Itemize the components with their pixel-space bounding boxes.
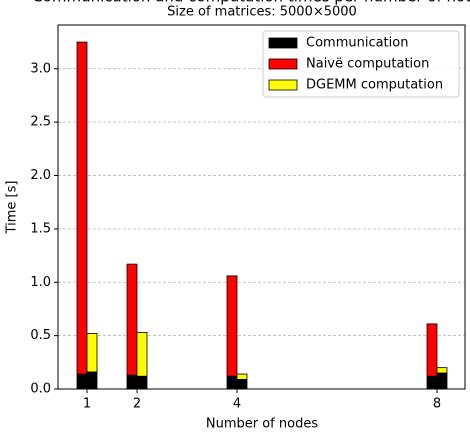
y-axis-label: Time [s] xyxy=(5,181,20,235)
y-tick-label: 1.5 xyxy=(30,221,51,236)
bar-segment xyxy=(126,374,138,390)
y-tick-label: 2.0 xyxy=(30,168,51,183)
bar-segment xyxy=(126,263,138,376)
x-tick-label: 2 xyxy=(133,397,141,412)
legend-swatch xyxy=(268,79,298,91)
legend-box xyxy=(262,30,460,98)
plot-frame xyxy=(57,24,466,390)
y-tick-label: 2.5 xyxy=(30,115,51,130)
bar-segment xyxy=(226,275,238,377)
legend-label: Naivë computation xyxy=(306,57,429,72)
bar-segment xyxy=(426,323,438,377)
bar-segment xyxy=(86,371,98,390)
x-tick-label: 1 xyxy=(83,397,91,412)
chart-subtitle: Size of matrices: 5000×5000 xyxy=(167,5,357,20)
bar-segment xyxy=(226,375,238,390)
legend-swatch xyxy=(268,58,298,70)
bar-segment xyxy=(136,375,148,390)
legend-label: Communication xyxy=(306,36,408,51)
bar-segment xyxy=(436,372,448,390)
y-tick-label: 1.0 xyxy=(30,275,51,290)
x-axis-label: Number of nodes xyxy=(206,417,318,432)
bar-segment xyxy=(86,333,98,373)
y-tick-label: 0.5 xyxy=(30,328,51,343)
bar-segment xyxy=(236,373,248,380)
bar-segment xyxy=(426,375,438,390)
y-tick-label: 3.0 xyxy=(30,61,51,76)
bar-segment xyxy=(236,378,248,390)
x-tick-label: 4 xyxy=(233,397,241,412)
bar-segment xyxy=(76,373,88,390)
bar-segment xyxy=(136,332,148,377)
chart-title: Communication and computation times per … xyxy=(32,0,470,6)
legend-swatch xyxy=(268,37,298,49)
legend-label: DGEMM computation xyxy=(306,78,443,93)
bar-segment xyxy=(436,367,448,374)
bar-segment xyxy=(76,41,88,375)
y-tick-label: 0.0 xyxy=(30,382,51,397)
x-tick-label: 8 xyxy=(433,397,441,412)
